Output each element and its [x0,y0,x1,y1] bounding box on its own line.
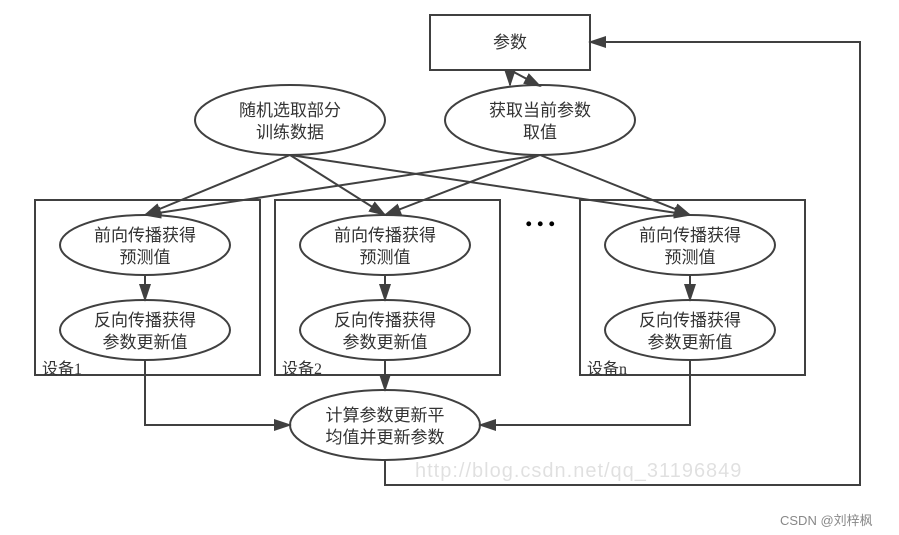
dev1-label: 设备1 [42,355,82,379]
dev2-label: 设备2 [282,355,322,379]
ellipsis-icon: ... [525,200,560,234]
watermark-text: http://blog.csdn.net/qq_31196849 [415,460,742,483]
devn-label: 设备n [587,355,627,379]
attribution-text: CSDN @刘梓枫 [780,510,873,529]
